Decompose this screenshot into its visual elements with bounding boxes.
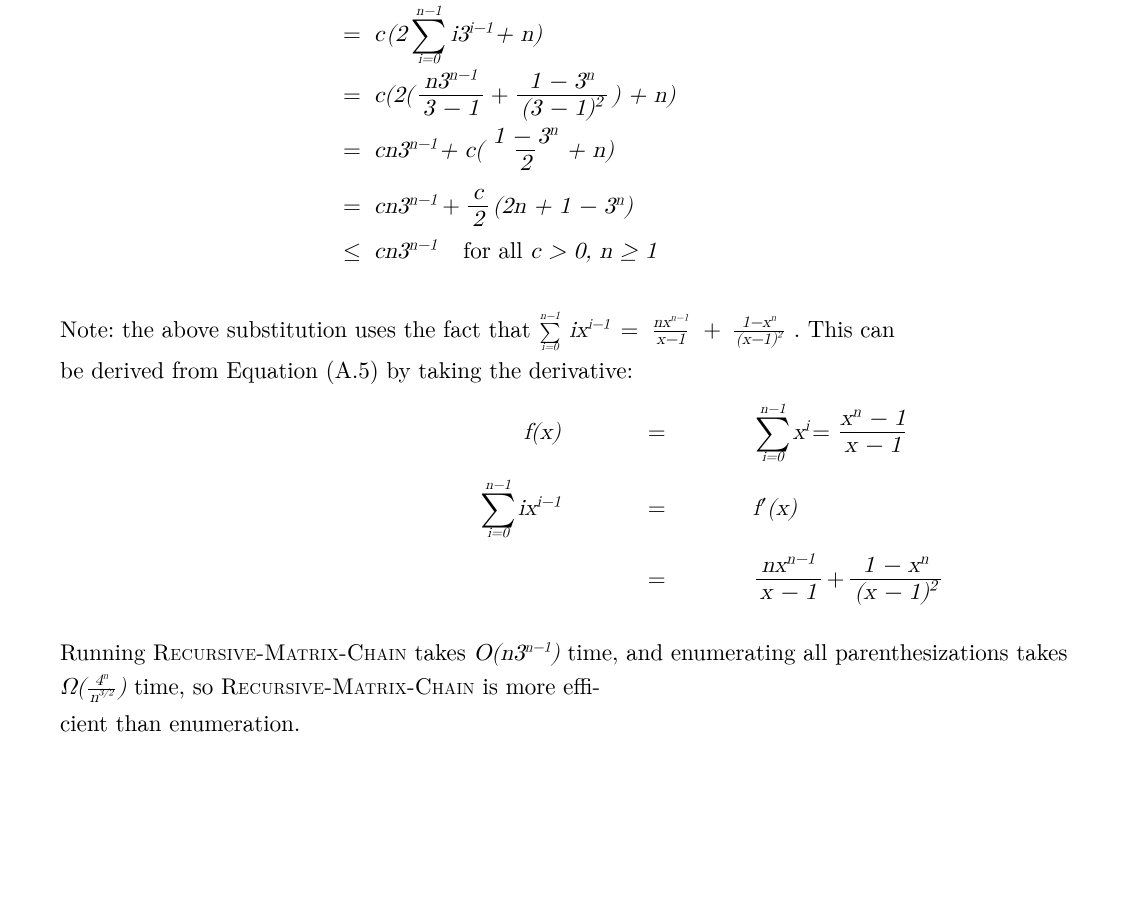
text: time, and enumerating all parenthesizati… (560, 634, 1068, 667)
text: is more effi- (475, 668, 600, 701)
text: Running (60, 634, 153, 667)
paren: (2n + 1 − 3n) (493, 191, 633, 222)
fraction: nxn−1 x−1 (651, 315, 691, 348)
rel-eq: = (330, 19, 374, 50)
rel-eq: = (330, 80, 374, 111)
text: time, so (126, 668, 221, 701)
inline-math: Ω(4nn3/2) (60, 676, 126, 699)
rhs: f′(x) (753, 493, 1082, 524)
plus: + (442, 191, 460, 222)
fraction: 1 − 3n 2 (489, 125, 562, 176)
algorithm-name: Recursive-Matrix-Chain (221, 668, 475, 701)
fraction: nxn−1 x − 1 (756, 554, 821, 605)
rhs: nxn−1 x − 1 + 1 − xn (x − 1)2 (753, 554, 1082, 605)
term: i3i−1 (451, 19, 493, 50)
note-pre: Note: the above substitution uses the fa… (60, 311, 538, 344)
sum-symbol: n−1 ∑ i=0 (539, 311, 560, 353)
lhs: n−1 ∑ i=0 ixi−1 (340, 478, 561, 540)
text: cient than enumeration. (60, 705, 300, 738)
plus: + (491, 80, 509, 111)
note-post: . This can (794, 311, 895, 344)
fraction: 1 − xn (x − 1)2 (850, 554, 941, 605)
inline-math: O(n3n−1) (473, 642, 559, 665)
sum-symbol: n−1 ∑ i=0 (755, 402, 791, 464)
var-c: c (374, 19, 384, 50)
fraction: xn − 1 x − 1 (836, 407, 910, 458)
rel-leq: ≤ (330, 236, 374, 267)
eq-row-3: = cn3n−1 + c( 1 − 3n 2 + n) (330, 125, 675, 176)
algorithm-name: Recursive-Matrix-Chain (153, 634, 407, 667)
rel-eq: = (579, 564, 735, 595)
page: = c (2 n−1 ∑ i=0 i3i−1 + n) = c(2( (0, 0, 1142, 737)
fraction: n3n−1 3 − 1 (419, 70, 483, 121)
term: cn3n−1 (374, 191, 437, 222)
fraction: 1 − 3n (3 − 1)2 (517, 70, 607, 121)
rel-eq: = (330, 135, 374, 166)
note-line2: be derived from Equation (A.5) by taking… (60, 352, 633, 385)
sum-upper: n−1 (416, 4, 442, 18)
eq-row-5: ≤ cn3n−1 for all c > 0, n ≥ 1 (330, 236, 675, 267)
sum-symbol: n−1 ∑ i=0 (480, 478, 516, 540)
sigma-icon: ∑ (411, 18, 447, 52)
equation-block-2: f(x) = n−1 ∑ i=0 xi = xn − 1 x − 1 n−1 (60, 402, 1082, 605)
sum-symbol: n−1 ∑ i=0 (411, 4, 447, 66)
term: cn3n−1 (374, 236, 437, 267)
tail: ) + n) (612, 80, 676, 111)
condition: for all c > 0, n ≥ 1 (463, 236, 657, 267)
rel-eq: = (579, 493, 735, 524)
tail: + n) (567, 135, 614, 166)
lead: c(2( (374, 80, 414, 111)
tail: + n) (495, 19, 542, 50)
rel-eq: = (330, 191, 374, 222)
eq-row-2: = c(2( n3n−1 3 − 1 + 1 − 3n (3 − 1)2 ) +… (330, 70, 675, 121)
fraction: c 2 (468, 181, 488, 232)
eq-row-4: = cn3n−1 + c 2 (2n + 1 − 3n) (330, 181, 675, 232)
note-paragraph: Note: the above substitution uses the fa… (60, 311, 1082, 384)
fraction: 4nn3/2 (88, 673, 116, 706)
fraction: 1−xn (x−1)2 (734, 315, 784, 348)
equation-block-1: = c (2 n−1 ∑ i=0 i3i−1 + n) = c(2( (60, 0, 1082, 271)
term: cn3n−1 (374, 135, 437, 166)
eq-row-1: = c (2 n−1 ∑ i=0 i3i−1 + n) (330, 4, 675, 66)
conclusion-paragraph: Running Recursive-Matrix-Chain takes O(n… (60, 635, 1082, 737)
sum-lower: i=0 (418, 52, 440, 66)
open-paren: (2 (386, 19, 406, 50)
mid: + c( (439, 135, 484, 166)
rel-eq: = (579, 417, 735, 448)
rhs: n−1 ∑ i=0 xi = xn − 1 x − 1 (753, 402, 1082, 464)
text: takes (407, 634, 474, 667)
lhs: f(x) (340, 417, 561, 448)
inline-math: n−1 ∑ i=0 ixi−1 = nxn−1 x−1 + 1−xn (x−1)… (538, 319, 793, 342)
